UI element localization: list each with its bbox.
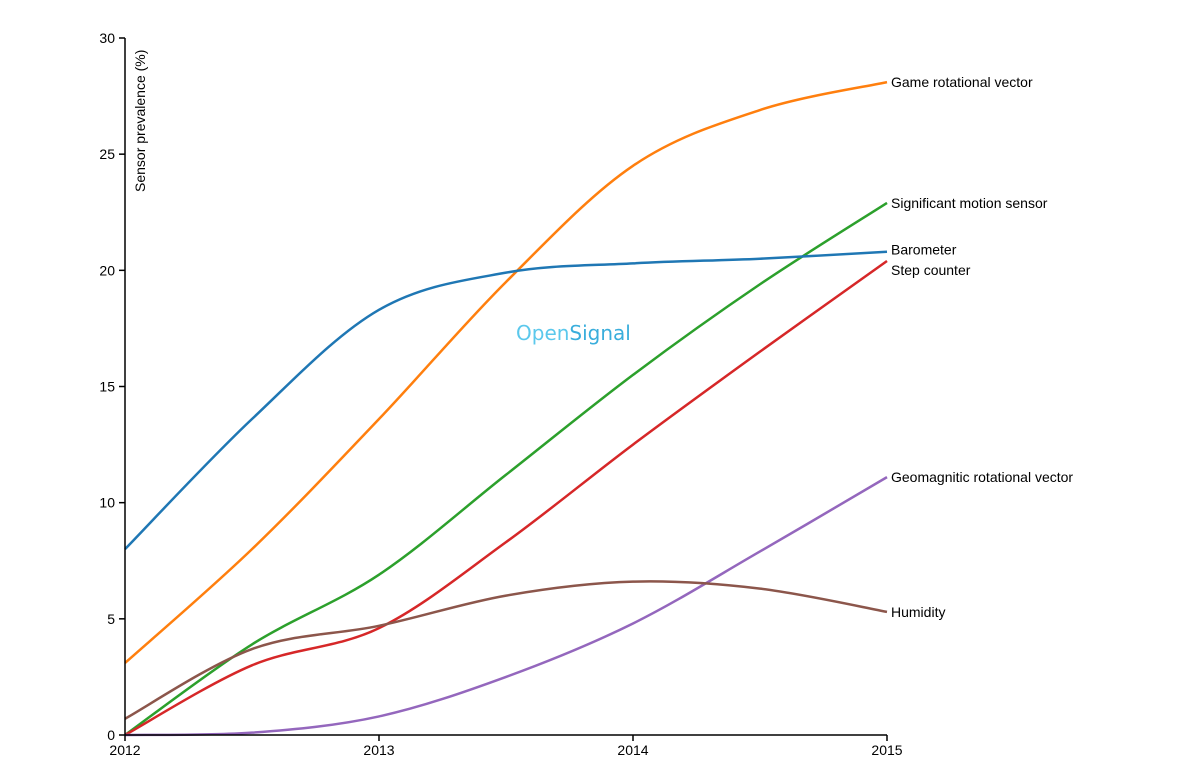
y-tick-label: 15 [99, 379, 115, 395]
y-tick-label: 0 [107, 727, 115, 743]
y-tick-label: 20 [99, 262, 115, 278]
series-label-barometer: Barometer [891, 242, 957, 258]
series-labels: Game rotational vector Significant motion… [891, 74, 1073, 620]
watermark-open: Open [516, 321, 569, 345]
series-line-humidity [124, 580, 888, 720]
series-label-humidity: Humidity [891, 604, 945, 620]
x-axis: 2012 2013 2014 2015 [109, 734, 903, 758]
y-tick-label: 30 [99, 30, 115, 46]
y-axis-title: Sensor prevalence (%) [132, 50, 148, 192]
series-line-step-counter [124, 260, 888, 737]
series-label-game-rotational-vector: Game rotational vector [891, 74, 1033, 90]
series-label-geomagnitic-rotational-vector: Geomagnitic rotational vector [891, 469, 1073, 485]
y-axis: 0 5 10 15 20 25 30 [99, 30, 126, 743]
watermark-signal: Signal [569, 321, 630, 345]
series-lines [124, 80, 888, 737]
series-line-game-rotational-vector [124, 80, 888, 664]
series-line-geomagnitic-rotational-vector [124, 476, 888, 737]
series-label-significant-motion-sensor: Significant motion sensor [891, 195, 1048, 211]
series-label-step-counter: Step counter [891, 262, 971, 278]
series-line-significant-motion-sensor [124, 201, 888, 737]
y-tick-label: 25 [99, 146, 115, 162]
opensignal-watermark: OpenSignal [516, 321, 631, 345]
x-tick-label: 2012 [109, 742, 140, 758]
y-tick-label: 10 [99, 495, 115, 511]
x-tick-label: 2013 [363, 742, 394, 758]
y-tick-label: 5 [107, 611, 115, 627]
x-tick-label: 2015 [871, 742, 902, 758]
series-line-barometer [124, 250, 888, 551]
x-tick-label: 2014 [617, 742, 648, 758]
